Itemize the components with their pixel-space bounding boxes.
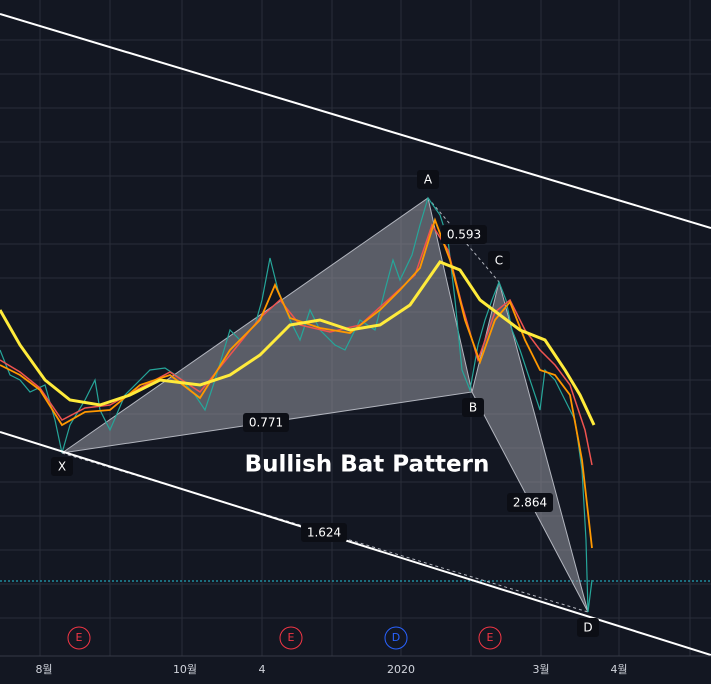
ratio-label: 0.771 (249, 416, 283, 430)
event-marker[interactable]: E (288, 631, 295, 644)
ma-orange (0, 217, 593, 549)
ratio-label: 2.864 (513, 496, 547, 510)
price-series (0, 196, 593, 613)
point-label: C (495, 254, 503, 268)
x-tick-label: 2020 (387, 663, 415, 676)
pattern-title: Bullish Bat Pattern (245, 452, 490, 478)
x-tick-label: 4월 (610, 663, 627, 676)
pattern-triangle (471, 281, 589, 613)
x-tick-label: 8월 (35, 663, 52, 676)
point-label: D (583, 621, 592, 635)
point-label: B (469, 401, 477, 415)
ratio-label: 1.624 (307, 526, 341, 540)
x-tick-label: 4 (259, 663, 266, 676)
x-tick-label: 10월 (173, 663, 197, 676)
ratio-labels: 0.593 0.771 2.864 1.624 (243, 225, 553, 542)
x-tick-label: 3월 (532, 663, 549, 676)
time-axis (0, 656, 711, 684)
events: E E D E (67, 626, 502, 650)
trend-line (0, 431, 711, 656)
point-label: X (58, 460, 66, 474)
point-labels: X A B C D (51, 170, 599, 637)
ratio-label: 0.593 (447, 228, 481, 242)
trend-line (0, 13, 711, 229)
event-marker[interactable]: E (76, 631, 83, 644)
ma-yellow (0, 260, 596, 426)
point-label: A (424, 173, 433, 187)
event-marker[interactable]: E (487, 631, 494, 644)
event-marker[interactable]: D (392, 631, 400, 644)
